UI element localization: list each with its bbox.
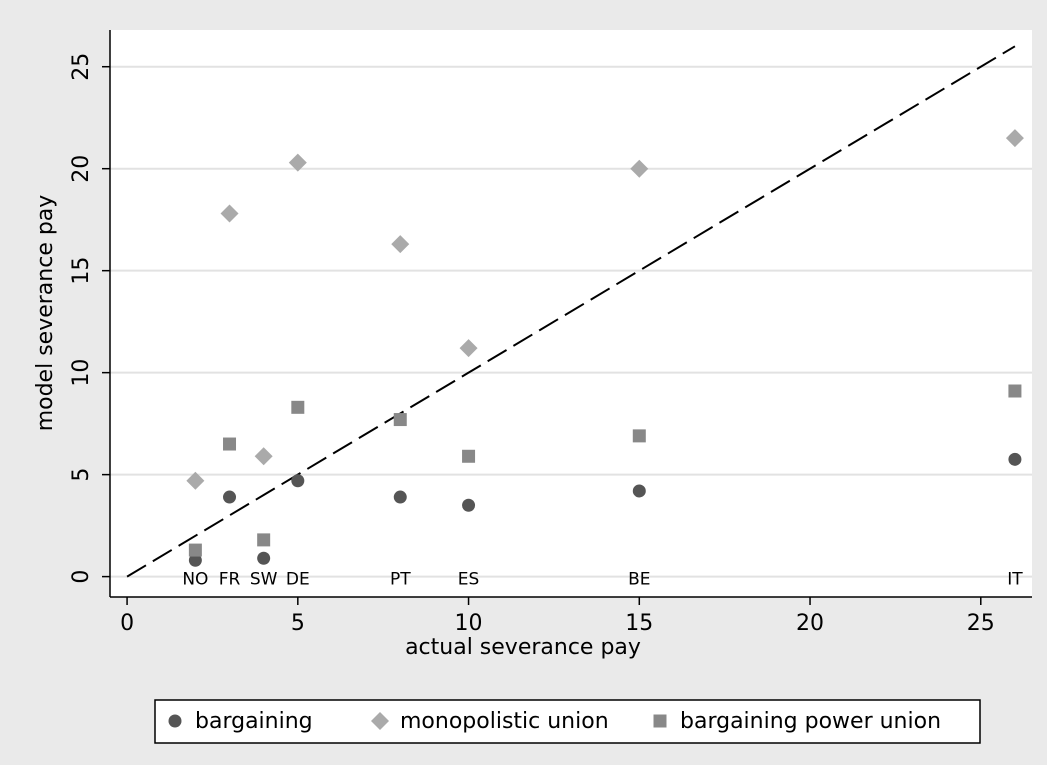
y-axis-label: model severance pay: [33, 195, 58, 432]
x-tick-label: 10: [455, 611, 483, 636]
point: [1008, 452, 1022, 466]
point: [391, 235, 410, 254]
x-tick-label: 25: [967, 611, 995, 636]
point-label: FR: [219, 570, 241, 590]
point: [462, 498, 476, 512]
point: [1005, 129, 1024, 148]
point: [186, 471, 205, 490]
legend: [154, 699, 981, 744]
point: [257, 533, 271, 547]
y-tick-label: 10: [69, 359, 94, 387]
point: [223, 437, 237, 451]
point: [254, 447, 273, 466]
point: [223, 490, 237, 504]
x-axis-label: actual severance pay: [405, 635, 641, 660]
legend-label: bargaining: [195, 709, 313, 734]
x-tick-label: 0: [120, 611, 134, 636]
y-tick-label: 5: [69, 468, 94, 482]
legend-marker: [371, 712, 389, 730]
x-tick-label: 15: [625, 611, 653, 636]
point: [288, 153, 307, 172]
point: [459, 339, 478, 358]
point: [632, 484, 646, 498]
legend-marker: [653, 714, 667, 728]
y-tick-label: 20: [69, 155, 94, 183]
point: [393, 490, 407, 504]
point: [462, 449, 476, 463]
point: [630, 159, 649, 178]
point: [257, 551, 271, 565]
point: [188, 553, 202, 567]
plot-area: [110, 30, 1032, 597]
point: [291, 400, 305, 414]
legend-label: monopolistic union: [400, 709, 609, 734]
y-tick-label: 25: [69, 53, 94, 81]
point: [220, 204, 239, 223]
point: [188, 543, 202, 557]
point-label: BE: [628, 570, 650, 590]
point-label: SW: [250, 570, 278, 590]
legend-marker: [168, 714, 182, 728]
y-tick-label: 15: [69, 257, 94, 285]
point-label: PT: [390, 570, 411, 590]
point: [393, 413, 407, 427]
point: [632, 429, 646, 443]
point-label: ES: [458, 570, 480, 590]
point-label: NO: [182, 570, 208, 590]
legend-label: bargaining power union: [680, 709, 941, 734]
point: [291, 474, 305, 488]
point: [1008, 384, 1022, 398]
x-tick-label: 20: [796, 611, 824, 636]
point-label: IT: [1007, 570, 1023, 590]
point-label: DE: [286, 570, 310, 590]
y-tick-label: 0: [69, 570, 94, 584]
x-tick-label: 5: [291, 611, 305, 636]
